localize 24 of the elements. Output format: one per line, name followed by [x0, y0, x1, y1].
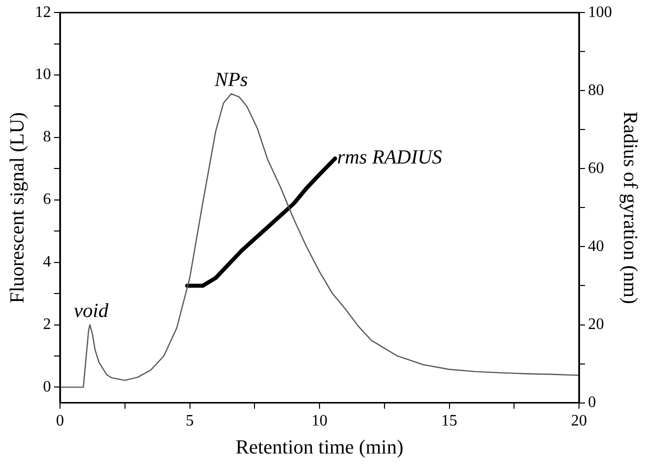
y-tick-label: 4 — [43, 254, 51, 271]
x-tick-label: 20 — [571, 412, 587, 430]
annotation: rms RADIUS — [337, 146, 442, 168]
y-tick-label: 0 — [43, 378, 51, 396]
y2-tick-label: 80 — [588, 82, 604, 99]
y2-tick-label: 40 — [588, 238, 604, 255]
y-tick-label: 6 — [43, 191, 51, 208]
x-tick-label: 5 — [186, 412, 194, 430]
y2-tick-label: 100 — [588, 4, 612, 21]
y2-axis-title: Radius of gyration (nm) — [618, 111, 641, 304]
y-tick-label: 12 — [35, 4, 51, 21]
x-tick-label: 15 — [441, 412, 458, 430]
x-axis-title: Retention time (min) — [236, 436, 404, 458]
x-tick-label: 10 — [312, 412, 328, 430]
y-tick-label: 8 — [43, 128, 51, 146]
y2-tick-label: 60 — [588, 160, 604, 177]
annotation: void — [74, 300, 110, 322]
y-tick-label: 10 — [35, 66, 51, 84]
y2-tick-label: 0 — [588, 394, 596, 412]
x-tick-label: 0 — [56, 412, 64, 430]
y-tick-label: 2 — [43, 316, 51, 333]
annotation: NPs — [214, 68, 248, 91]
y2-tick-label: 20 — [588, 316, 604, 333]
y-axis-title: Fluorescent signal (LU) — [6, 112, 28, 304]
